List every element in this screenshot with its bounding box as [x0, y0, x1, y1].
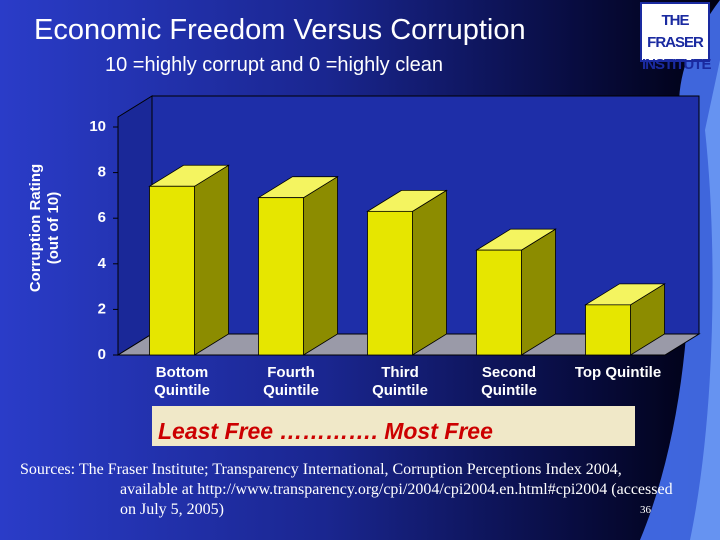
subtitle: 10 =highly corrupt and 0 =highly clean: [105, 54, 444, 76]
slide-number: 36: [640, 504, 651, 516]
banner: Least Free …………. Most Free: [152, 406, 635, 446]
bar-side: [521, 228, 556, 356]
y-axis-label: Corruption Rating (out of 10): [27, 163, 62, 293]
x-tick-label: Third Quintile: [372, 364, 428, 399]
x-tick-label: Second Quintile: [481, 364, 537, 399]
y-tick-label: 0: [98, 346, 106, 363]
sources: Sources: The Fraser Institute; Transpare…: [20, 461, 673, 518]
bar: [585, 304, 631, 356]
title: Economic Freedom Versus Corruption: [34, 14, 526, 46]
y-tick-label: 4: [98, 255, 107, 272]
swoosh: [640, 0, 720, 540]
bar-side: [412, 189, 447, 356]
left-wall: [117, 95, 153, 356]
y-tick-label: 8: [98, 164, 106, 181]
y-tick-label: 10: [89, 118, 106, 135]
bar: [367, 210, 413, 356]
bar-side: [194, 164, 229, 356]
swoosh: [690, 60, 720, 540]
x-tick-label: Fourth Quintile: [263, 364, 319, 399]
y-tick-label: 6: [98, 209, 106, 226]
x-tick-label: Top Quintile: [574, 364, 662, 381]
bar: [476, 249, 522, 356]
bar: [258, 197, 304, 356]
logo: THE FRASER INSTITUTE: [640, 2, 712, 73]
bar-side: [303, 175, 338, 356]
logo-text: INSTITUTE: [642, 56, 712, 73]
logo-text: THE FRASER: [647, 12, 704, 51]
x-tick-label: Bottom Quintile: [154, 364, 210, 399]
bar: [149, 185, 195, 356]
y-tick-label: 2: [98, 300, 106, 317]
